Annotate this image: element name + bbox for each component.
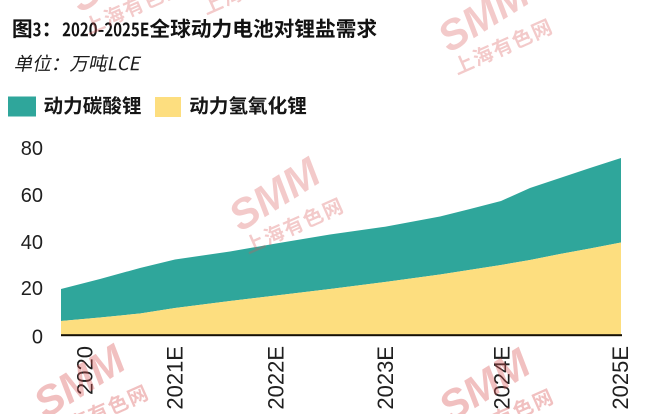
svg-text:2022E: 2022E [264,346,289,410]
svg-text:2021E: 2021E [163,346,188,410]
svg-text:2023E: 2023E [373,346,398,410]
svg-text:40: 40 [21,232,43,254]
svg-text:60: 60 [21,185,43,207]
svg-text:80: 80 [21,138,43,160]
svg-text:20: 20 [21,278,43,300]
svg-text:2025E: 2025E [608,346,633,410]
svg-text:0: 0 [32,326,43,348]
